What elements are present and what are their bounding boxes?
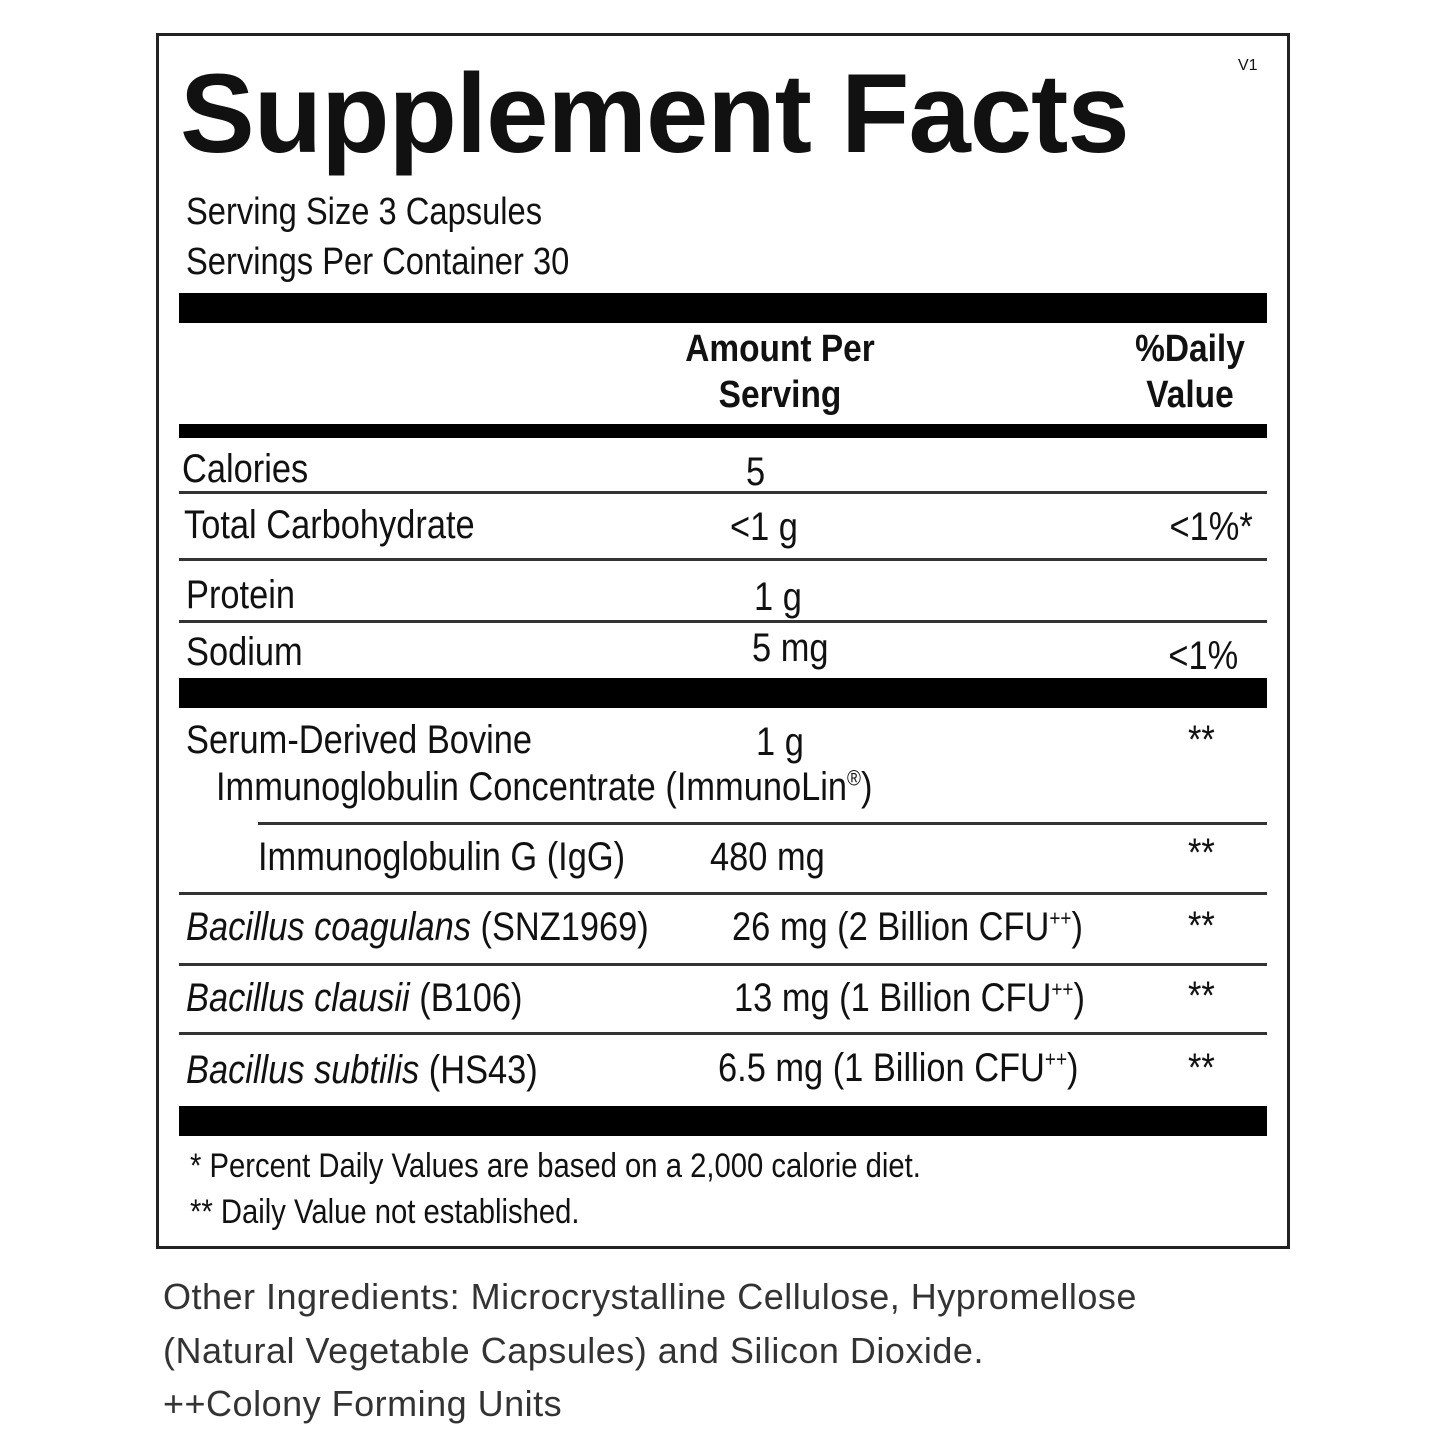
other-ingredients-line2: (Natural Vegetable Capsules) and Silicon…: [163, 1330, 984, 1371]
row-divider: [179, 963, 1267, 966]
row-amount-sodium: 5 mg: [752, 626, 829, 670]
row-dv-sodium: <1%: [1168, 634, 1238, 678]
ingredient-bacillus-subtilis-name: Bacillus subtilis (HS43): [186, 1048, 538, 1092]
row-divider: [179, 620, 1267, 623]
medium-divider: [179, 424, 1267, 438]
daily-value-header: %Daily Value: [1135, 328, 1245, 416]
ingredient-bacillus-clausii-dv: **: [1188, 974, 1215, 1018]
row-name-protein: Protein: [186, 573, 296, 617]
row-divider: [179, 491, 1267, 494]
footnote-daily-value-not-established: ** Daily Value not established.: [190, 1193, 580, 1231]
row-name-sodium: Sodium: [186, 630, 303, 674]
thick-divider: [179, 1106, 1267, 1136]
row-name-calories: Calories: [182, 447, 309, 491]
row-amount-calories: 5: [746, 450, 766, 494]
thick-divider: [179, 678, 1267, 708]
ingredient-bacillus-coagulans-name: Bacillus coagulans (SNZ1969): [186, 905, 649, 949]
ingredient-bacillus-coagulans-amount: 26 mg (2 Billion CFU++): [732, 905, 1083, 949]
ingredient-igg-amount: 480 mg: [710, 835, 825, 879]
ingredient-igg-dv: **: [1188, 831, 1215, 875]
row-dv-total-carbohydrate: <1%*: [1169, 505, 1253, 549]
panel-title: Supplement Facts: [180, 51, 1130, 176]
other-ingredients-line1: Other Ingredients: Microcrystalline Cell…: [163, 1276, 1137, 1317]
ingredient-igg-name: Immunoglobulin G (IgG): [258, 835, 626, 879]
row-divider: [179, 558, 1267, 561]
version-label: V1: [1238, 57, 1258, 74]
ingredient-bacillus-subtilis-amount: 6.5 mg (1 Billion CFU++): [718, 1046, 1079, 1090]
serving-size: Serving Size 3 Capsules: [186, 191, 543, 233]
row-divider: [179, 892, 1267, 895]
ingredient-serum-dv: **: [1188, 718, 1215, 762]
ingredient-bacillus-subtilis-dv: **: [1188, 1046, 1215, 1090]
amount-per-serving-header: Amount Per Serving: [685, 328, 875, 416]
ingredient-serum-name-line2: Immunoglobulin Concentrate (ImmunoLin®): [216, 765, 873, 809]
row-amount-total-carbohydrate: <1 g: [730, 505, 798, 549]
row-name-total-carbohydrate: Total Carbohydrate: [184, 503, 475, 547]
row-amount-protein: 1 g: [754, 575, 802, 619]
row-divider: [258, 822, 1267, 825]
ingredient-bacillus-coagulans-dv: **: [1188, 904, 1215, 948]
colony-forming-units-note: ++Colony Forming Units: [163, 1383, 563, 1424]
ingredient-serum-amount: 1 g: [756, 720, 804, 764]
footnote-percent-daily-values: * Percent Daily Values are based on a 2,…: [190, 1147, 921, 1185]
ingredient-bacillus-clausii-name: Bacillus clausii (B106): [186, 976, 523, 1020]
row-divider: [179, 1032, 1267, 1035]
ingredient-serum-name-line1: Serum-Derived Bovine: [186, 718, 533, 762]
thick-divider: [179, 293, 1267, 323]
supplement-facts-panel: [156, 33, 1290, 1249]
ingredient-bacillus-clausii-amount: 13 mg (1 Billion CFU++): [734, 976, 1085, 1020]
servings-per-container: Servings Per Container 30: [186, 241, 570, 283]
